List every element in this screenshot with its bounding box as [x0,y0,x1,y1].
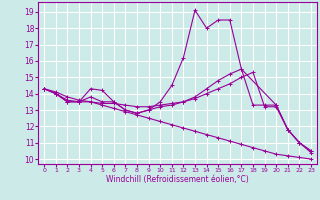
X-axis label: Windchill (Refroidissement éolien,°C): Windchill (Refroidissement éolien,°C) [106,175,249,184]
